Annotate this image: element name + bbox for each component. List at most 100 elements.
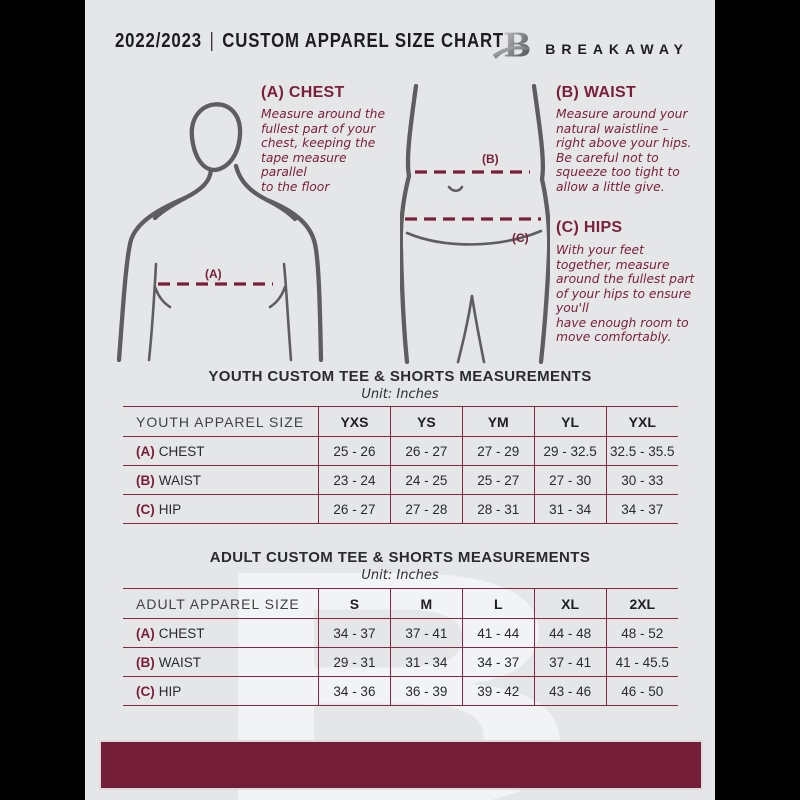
body-outline (400, 84, 419, 364)
body-outline (116, 195, 188, 362)
measurement-name: WAIST (158, 654, 201, 670)
title-text: CUSTOM APPAREL SIZE CHART (222, 30, 505, 52)
size-column-header: ADULT APPAREL SIZE (123, 588, 319, 619)
measurement-label-cell: (A) CHEST (123, 618, 319, 648)
body-outline (152, 167, 214, 221)
brand-name: BREAKAWAY (545, 41, 689, 57)
youth-table-unit: Unit: Inches (361, 387, 439, 402)
measurement-value-cell: 29 - 32.5 (533, 436, 607, 466)
hips-section-title: (C) HIPS (556, 219, 623, 236)
table-header-row: YOUTH APPAREL SIZE YXS YS YM YL YXL (123, 406, 678, 437)
measurement-row: (B) WAIST 23 - 24 24 - 25 25 - 27 27 - 30 30 -… (123, 465, 678, 495)
measurement-value-cell: 24 - 25 (389, 465, 463, 495)
measurement-value-cell: 32.5 - 35.5 (605, 436, 678, 466)
chest-section-desc: Measure around the fullest part of your … (261, 107, 386, 194)
brand-lockup: B BREAKAWAY (491, 24, 689, 66)
navel-mark (447, 185, 464, 193)
size-header-cell: L (461, 588, 535, 619)
adult-table-unit: Unit: Inches (361, 568, 439, 583)
measurement-value-cell: 37 - 41 (389, 618, 463, 648)
hip-line-label: (C) (512, 231, 529, 245)
measurement-value-cell: 36 - 39 (389, 676, 463, 706)
size-header-cell: XL (533, 588, 607, 619)
measurement-row: (C) HIP 26 - 27 27 - 28 28 - 31 31 - 34 34 - 3… (123, 494, 678, 524)
waist-line-label: (B) (482, 152, 499, 166)
document-page: B 2022/2023 | CUSTOM APPAREL SIZE CHART B (85, 0, 715, 800)
measurement-value-cell: 31 - 34 (533, 494, 607, 524)
title-year: 2022/2023 (115, 30, 202, 52)
hip-crease (405, 229, 543, 246)
measurement-value-cell: 34 - 36 (318, 676, 391, 706)
measurement-value-cell: 25 - 27 (461, 465, 535, 495)
size-header-cell: YXL (605, 406, 678, 437)
size-header-cell: YS (389, 406, 463, 437)
logo-letter: B (504, 26, 532, 65)
body-outline (531, 84, 550, 364)
measurement-prefix: (A) (136, 443, 155, 459)
lower-body-figure: (B) (C) (400, 84, 550, 364)
size-header-cell: 2XL (605, 588, 678, 619)
measurement-row: (A) CHEST 25 - 26 26 - 27 27 - 29 29 - 32.5 32… (123, 436, 678, 466)
measurement-value-cell: 27 - 30 (533, 465, 607, 495)
measurement-row: (C) HIP 34 - 36 36 - 39 39 - 42 43 - 46 46 - 5… (123, 676, 678, 706)
waist-section-desc: Measure around your natural waistline – … (556, 107, 692, 194)
measurement-value-cell: 44 - 48 (533, 618, 607, 648)
measurement-value-cell: 34 - 37 (605, 494, 678, 524)
measurement-value-cell: 41 - 44 (461, 618, 535, 648)
measurement-value-cell: 46 - 50 (605, 676, 678, 706)
size-header-cell: YM (461, 406, 535, 437)
measurement-value-cell: 27 - 29 (461, 436, 535, 466)
measurement-label-cell: (C) HIP (123, 676, 319, 706)
measurement-value-cell: 39 - 42 (461, 676, 535, 706)
size-header-cell: S (318, 588, 391, 619)
inner-leg-lines (456, 294, 486, 364)
body-outline (189, 102, 243, 173)
size-header-cell: YXS (318, 406, 391, 437)
size-header-cell: M (389, 588, 463, 619)
body-outline (147, 262, 172, 362)
logo-swoosh (492, 46, 530, 59)
waist-section-title: (B) WAIST (556, 84, 637, 101)
size-header-cell: YL (533, 406, 607, 437)
measurement-value-cell: 31 - 34 (389, 647, 463, 677)
measurement-label-cell: (B) WAIST (123, 465, 319, 495)
body-outline (264, 197, 324, 362)
youth-table-title: YOUTH CUSTOM TEE & SHORTS MEASUREMENTS (208, 368, 592, 385)
chest-section-title: (A) CHEST (261, 84, 345, 101)
adult-table-title: ADULT CUSTOM TEE & SHORTS MEASUREMENTS (209, 549, 591, 566)
measurement-prefix: (B) (136, 472, 155, 488)
adult-size-table: ADULT APPAREL SIZE S M L XL 2XL (A) CHEST 34 - … (123, 588, 678, 706)
measurement-row: (A) CHEST 34 - 37 37 - 41 41 - 44 44 - 48 48 -… (123, 618, 678, 648)
measurement-value-cell: 41 - 45.5 (605, 647, 678, 677)
measurement-value-cell: 29 - 31 (318, 647, 391, 677)
measurement-value-cell: 25 - 26 (318, 436, 391, 466)
measurement-name: CHEST (158, 443, 205, 459)
upper-body-figure: (A) (116, 102, 324, 362)
measurement-value-cell: 23 - 24 (318, 465, 391, 495)
measurement-value-cell: 27 - 28 (389, 494, 463, 524)
measurement-name: HIP (158, 501, 182, 517)
measurement-value-cell: 34 - 37 (318, 618, 391, 648)
measurement-prefix: (A) (136, 625, 155, 641)
measurement-value-cell: 48 - 52 (605, 618, 678, 648)
measurement-prefix: (C) (136, 501, 155, 517)
youth-size-table: YOUTH APPAREL SIZE YXS YS YM YL YXL (A) CHEST 2… (123, 406, 678, 524)
page-title: 2022/2023 | CUSTOM APPAREL SIZE CHART (115, 30, 504, 53)
measurement-row: (B) WAIST 29 - 31 31 - 34 34 - 37 37 - 41 41 -… (123, 647, 678, 677)
measurement-value-cell: 37 - 41 (533, 647, 607, 677)
measurement-value-cell: 34 - 37 (461, 647, 535, 677)
measurement-name: WAIST (158, 472, 201, 488)
footer-accent-bar (99, 740, 703, 790)
size-column-header: YOUTH APPAREL SIZE (123, 406, 319, 437)
measurement-label-cell: (C) HIP (123, 494, 319, 524)
breakaway-logo-icon: B (492, 26, 532, 65)
measurement-label-cell: (B) WAIST (123, 647, 319, 677)
measurement-value-cell: 26 - 27 (318, 494, 391, 524)
body-outline (268, 262, 293, 362)
hips-section-desc: With your feet together, measure around … (556, 243, 695, 344)
measurement-value-cell: 43 - 46 (533, 676, 607, 706)
measurement-prefix: (C) (136, 683, 155, 699)
measurement-value-cell: 28 - 31 (461, 494, 535, 524)
page-header: 2022/2023 | CUSTOM APPAREL SIZE CHART B BR… (85, 24, 715, 66)
